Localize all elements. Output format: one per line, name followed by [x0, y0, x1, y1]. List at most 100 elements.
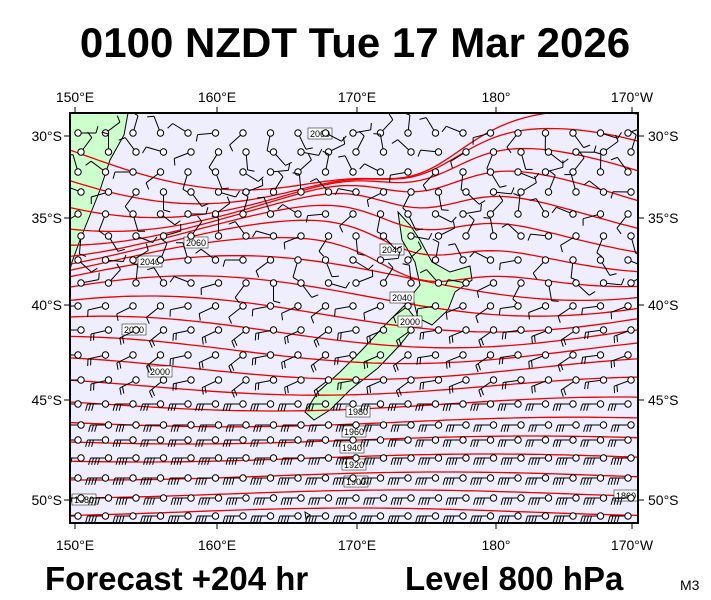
barb-flag — [281, 362, 284, 370]
barb-station — [214, 148, 223, 156]
barb-flag — [363, 403, 366, 411]
barb-station — [132, 232, 140, 240]
barb-flag — [254, 333, 257, 341]
barb-station — [184, 256, 192, 264]
barb-flag — [534, 175, 537, 183]
barb-flag — [560, 363, 564, 371]
barb-flag — [470, 515, 473, 523]
barb-station — [156, 256, 165, 264]
barb-flag — [256, 424, 259, 432]
barb-flag — [195, 248, 202, 254]
barb-station — [407, 279, 415, 287]
barb-flag — [314, 477, 317, 485]
barb-flag — [170, 497, 174, 505]
barb-flag — [283, 477, 287, 485]
barb-flag — [339, 225, 344, 233]
barb-station — [434, 421, 443, 429]
barb-flag — [152, 457, 155, 465]
barb-flag — [283, 457, 287, 465]
barb-flag — [589, 457, 592, 465]
barb-flag — [338, 515, 342, 523]
barb-flag — [234, 497, 238, 505]
barb-flag — [94, 515, 97, 523]
barb-station — [132, 376, 140, 384]
barb-flag — [583, 439, 586, 447]
barb-flag — [395, 340, 400, 348]
barb-flag — [445, 515, 449, 523]
barb-flag — [563, 388, 567, 396]
barb-station — [159, 494, 168, 502]
barb-flag — [91, 267, 98, 273]
barb-flag — [225, 497, 229, 505]
barb-flag — [118, 424, 122, 432]
barb-station — [266, 436, 275, 444]
barb-flag — [94, 497, 97, 505]
barb-station — [376, 302, 385, 310]
barb-flag — [337, 383, 339, 391]
barb-flag — [280, 477, 284, 485]
barb-flag — [152, 236, 158, 243]
barb-flag — [167, 123, 174, 129]
barb-flag — [470, 477, 473, 485]
barb-flag — [398, 338, 402, 346]
barb-flag — [610, 457, 614, 465]
barb-station — [184, 436, 192, 444]
barb-station — [214, 279, 223, 287]
barb-station — [156, 302, 165, 310]
barb-flag — [198, 515, 201, 523]
barb-flag — [231, 424, 235, 432]
barb-station — [211, 400, 220, 408]
barb-flag — [149, 497, 152, 505]
barb-station — [489, 232, 498, 240]
barb-station — [624, 351, 632, 359]
barb-flag — [510, 187, 515, 195]
barb-flag — [308, 439, 311, 447]
barb-station — [242, 279, 250, 287]
barb-flag — [393, 477, 397, 485]
barb-flag — [167, 403, 171, 411]
barb-flag — [389, 175, 391, 183]
barb-flag — [98, 272, 100, 280]
barb-station — [269, 279, 278, 287]
barb-flag — [441, 209, 449, 211]
barb-flag — [250, 477, 253, 485]
barb-flag — [561, 457, 565, 465]
barb-flag — [483, 217, 491, 219]
barb-flag — [593, 145, 597, 153]
barb-station — [599, 376, 608, 384]
bottom-lon-label: 180° — [482, 537, 511, 553]
barb-station — [407, 148, 415, 156]
barb-flag — [345, 281, 350, 289]
barb-station — [596, 256, 605, 264]
barb-flag — [558, 477, 562, 485]
barb-flag — [366, 424, 369, 432]
barb-station — [541, 351, 550, 359]
barb-flag — [432, 238, 440, 243]
barb-station — [596, 168, 605, 176]
barb-station — [572, 279, 580, 287]
barb-flag — [253, 439, 256, 447]
barb-station — [517, 148, 525, 156]
barb-station — [544, 494, 553, 502]
barb-flag — [421, 403, 424, 411]
barb-flag — [610, 156, 618, 161]
bottom-lon-label: 150°E — [56, 537, 94, 553]
barb-flag — [442, 439, 446, 447]
barb-station — [294, 512, 302, 520]
barb-flag — [231, 497, 235, 505]
contour-label-box — [345, 405, 371, 418]
barb-station — [434, 148, 443, 156]
barb-station — [352, 148, 360, 156]
barb-station — [486, 168, 495, 176]
barb-station — [104, 326, 113, 334]
barb-station — [376, 351, 385, 359]
barb-flag — [204, 336, 207, 344]
barb-flag — [259, 457, 262, 465]
barb-flag — [363, 361, 366, 370]
barb-flag — [613, 497, 617, 505]
barb-station — [239, 436, 247, 444]
barb-station — [74, 512, 82, 520]
barb-station — [324, 279, 333, 287]
barb-station — [294, 129, 302, 137]
barb-flag — [201, 424, 204, 432]
